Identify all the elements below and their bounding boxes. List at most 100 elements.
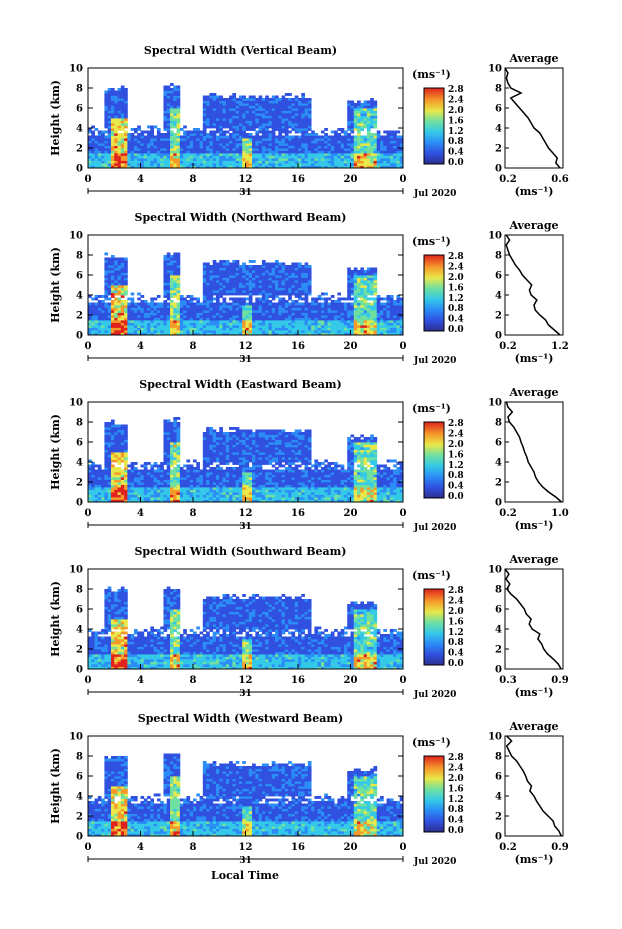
heatmap-cell	[130, 145, 135, 149]
heatmap-cell	[179, 327, 184, 331]
heatmap-cell	[156, 315, 161, 318]
heatmap-cell	[209, 287, 214, 291]
heatmap-cell	[173, 260, 177, 263]
heatmap-cell	[176, 252, 181, 256]
heatmap-cell	[209, 150, 214, 154]
heatmap-cell	[209, 275, 214, 278]
heatmap-cell	[202, 143, 207, 146]
heatmap-cell	[117, 95, 122, 99]
heatmap-cell	[393, 307, 397, 311]
heatmap-cell	[363, 315, 368, 318]
heatmap-cell	[347, 315, 351, 318]
heatmap-cell	[304, 290, 309, 293]
heatmap-cell	[140, 138, 145, 141]
heatmap-cell	[268, 103, 273, 106]
heatmap-cell	[353, 290, 358, 293]
heatmap-cell	[380, 320, 384, 323]
heatmap-cell	[104, 270, 109, 273]
heatmap-cell	[245, 325, 250, 328]
heatmap-cell	[278, 108, 282, 111]
heatmap-cell	[156, 467, 161, 470]
heatmap-cell	[363, 158, 368, 161]
heatmap-cell	[307, 322, 312, 326]
heatmap-cell	[143, 310, 148, 313]
heatmap-cell	[124, 115, 128, 119]
heatmap-cell	[268, 317, 273, 321]
heatmap-cell	[215, 140, 220, 144]
heatmap-cell	[124, 95, 128, 99]
heatmap-cell	[330, 300, 335, 303]
heatmap-cell	[278, 123, 282, 126]
heatmap-cell	[166, 98, 171, 101]
heatmap-cell	[222, 125, 227, 129]
heatmap-cell	[107, 267, 112, 271]
heatmap-cell	[107, 305, 112, 308]
heatmap-cell	[104, 454, 109, 458]
heatmap-cell	[261, 320, 266, 323]
heatmap-cell	[219, 145, 223, 149]
heatmap-cell	[229, 110, 233, 114]
heatmap-cell	[120, 140, 125, 144]
heatmap-cell	[202, 120, 207, 124]
heatmap-cell	[147, 484, 151, 488]
heatmap-cell	[166, 484, 171, 488]
heatmap-cell	[353, 307, 358, 311]
heatmap-cell	[91, 160, 95, 164]
heatmap-cell	[281, 145, 286, 149]
heatmap-cell	[110, 282, 115, 286]
heatmap-cell	[288, 143, 292, 146]
heatmap-cell	[101, 479, 105, 483]
heatmap-cell	[101, 165, 105, 169]
heatmap-cell	[307, 332, 312, 336]
avg-x-tick-label: 0.6	[551, 174, 568, 185]
heatmap-cell	[104, 130, 109, 134]
heatmap-cell	[143, 135, 148, 139]
heatmap-cell	[117, 320, 122, 323]
heatmap-cell	[386, 295, 391, 298]
colorbar-tick-label: 1.2	[448, 294, 464, 304]
heatmap-cell	[183, 322, 187, 326]
heatmap-cell	[124, 432, 128, 435]
heatmap-cell	[183, 317, 187, 321]
heatmap-cell	[294, 277, 299, 281]
heatmap-cell	[275, 163, 279, 166]
heatmap-cell	[386, 332, 391, 336]
heatmap-cell	[225, 165, 230, 169]
heatmap-cell	[101, 300, 105, 303]
heatmap-cell	[357, 143, 361, 146]
heatmap-cell	[393, 327, 397, 331]
heatmap-cell	[366, 105, 371, 109]
heatmap-cell	[117, 153, 122, 156]
heatmap-cell	[281, 282, 286, 286]
heatmap-cell	[117, 135, 122, 139]
heatmap-cell	[215, 315, 220, 318]
heatmap-cell	[291, 285, 296, 288]
heatmap-cell	[255, 332, 260, 336]
heatmap-cell	[252, 110, 256, 114]
heatmap-cell	[265, 115, 269, 119]
heatmap-cell	[248, 317, 253, 321]
heatmap-cell	[91, 143, 95, 146]
heatmap-cell	[366, 138, 371, 141]
heatmap-cell	[353, 150, 358, 154]
heatmap-cell	[278, 158, 282, 161]
heatmap-cell	[281, 140, 286, 144]
heatmap-cell	[117, 325, 122, 328]
heatmap-cell	[110, 459, 115, 463]
heatmap-cell	[248, 275, 253, 278]
heatmap-cell	[360, 295, 365, 298]
heatmap-cell	[261, 297, 266, 301]
heatmap-cell	[393, 150, 397, 154]
heatmap-cell	[301, 317, 305, 321]
heatmap-cell	[271, 145, 276, 149]
heatmap-cell	[314, 325, 319, 328]
heatmap-cell	[386, 143, 391, 146]
heatmap-cell	[107, 330, 112, 333]
heatmap-cell	[284, 315, 289, 318]
heatmap-cell	[380, 312, 384, 316]
heatmap-cell	[120, 165, 125, 169]
heatmap-cell	[147, 315, 151, 318]
heatmap-cell	[271, 148, 276, 151]
heatmap-cell	[166, 317, 171, 321]
heatmap-cell	[114, 287, 118, 291]
